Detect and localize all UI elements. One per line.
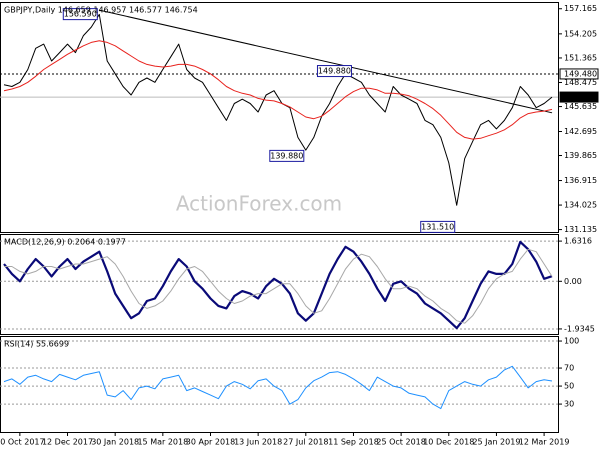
annotation-box <box>62 8 98 21</box>
series-line <box>3 40 553 140</box>
x-tick-label: 12 Mar 2019 <box>519 438 570 447</box>
x-tick-label: 30 Apr 2018 <box>186 438 235 447</box>
x-tick-label: 10 Dec 2018 <box>423 438 474 447</box>
trendline <box>99 9 553 114</box>
annotation-box <box>269 149 305 162</box>
x-tick-label: 15 Mar 2018 <box>137 438 188 447</box>
y-tick-label: 1.6316 <box>564 237 592 246</box>
annotation-box <box>316 65 352 78</box>
y-tick-label: 157.165 <box>564 4 597 13</box>
y-tick-label: 145.635 <box>564 102 597 111</box>
panel-title: MACD(12,26,9) 0.2064 0.1977 <box>4 238 126 247</box>
series-line <box>3 13 553 206</box>
annotation-label: 139.880 <box>270 151 303 160</box>
price-label: 149.480 <box>564 69 597 78</box>
y-tick-label: 50 <box>564 382 574 391</box>
series-line <box>3 240 553 330</box>
panel-title: RSI(14) 55.6699 <box>4 340 69 349</box>
y-tick-label: 139.865 <box>564 151 597 160</box>
y-tick-label: 134.025 <box>564 201 597 210</box>
panel-frame <box>0 234 559 335</box>
x-tick-label: 25 Oct 2018 <box>376 438 425 447</box>
panel-frame <box>0 2 559 233</box>
y-tick-label: 148.475 <box>564 78 597 87</box>
x-tick-label: 30 Jan 2018 <box>91 438 139 447</box>
annotation-label: 156.590 <box>64 10 97 19</box>
y-tick-label: 142.695 <box>564 127 597 136</box>
x-tick-label: 25 Jan 2019 <box>472 438 520 447</box>
price-label-box <box>559 68 599 80</box>
x-tick-label: 27 Jul 2018 <box>283 438 328 447</box>
y-tick-label: 131.135 <box>564 225 597 234</box>
annotation-label: 149.880 <box>318 67 351 76</box>
y-tick-label: -1.9345 <box>564 324 595 333</box>
y-tick-label: 136.915 <box>564 176 597 185</box>
y-tick-label: 70 <box>564 364 574 373</box>
x-tick-label: 30 Oct 2017 <box>0 438 45 447</box>
series-line <box>4 248 553 324</box>
annotation-label: 131.510 <box>421 222 454 231</box>
x-tick-label: 13 Jun 2018 <box>234 438 282 447</box>
x-tick-label: 11 Sep 2018 <box>328 438 379 447</box>
panel-title: GBPJPY,Daily 146.659 146.957 146.577 146… <box>4 6 198 15</box>
y-tick-label: 100 <box>564 337 579 346</box>
x-tick-label: 12 Dec 2017 <box>42 438 93 447</box>
series-line <box>3 365 553 410</box>
annotation-box <box>420 220 456 233</box>
price-label-box <box>559 91 599 103</box>
price-label: 146.754 <box>564 93 597 102</box>
panel-frame <box>0 336 559 433</box>
y-tick-label: 0.00 <box>564 277 582 286</box>
y-tick-label: 151.365 <box>564 53 597 62</box>
y-tick-label: 30 <box>564 400 574 409</box>
y-tick-label: 154.205 <box>564 29 597 38</box>
watermark: ActionForex.com <box>176 192 342 216</box>
